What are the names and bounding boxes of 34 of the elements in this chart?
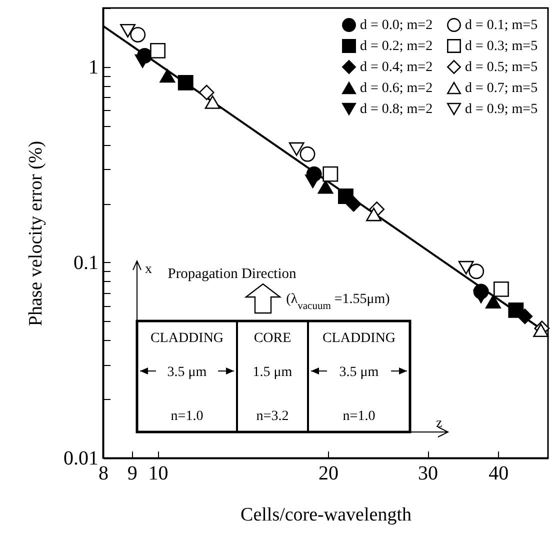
legend-label: d = 0.0; m=2: [360, 18, 433, 34]
y-tick-label: 0.1: [74, 252, 98, 274]
legend-label: d = 0.5; m=5: [465, 60, 538, 75]
annotation: Propagation Direction: [168, 266, 297, 282]
legend-label: d = 0.9; m=5: [465, 102, 538, 117]
annotation: 3.5 μm: [167, 365, 207, 380]
annotation: x: [145, 262, 152, 277]
legend-label: d = 0.4; m=2: [360, 60, 433, 75]
x-tick-label: 8: [98, 462, 108, 484]
x-tick-label: 30: [418, 462, 438, 484]
annotation: (λ$_{vacuum}$ =1.55μm): [286, 292, 390, 312]
legend-label: d = 0.6; m=2: [360, 81, 433, 96]
annotation: CORE: [254, 331, 292, 346]
x-tick-label: 40: [488, 462, 509, 484]
x-axis-title: Cells/core-wavelength: [240, 504, 412, 526]
annotation: z: [436, 416, 442, 431]
legend-label: d = 0.3; m=5: [465, 39, 538, 54]
y-tick-label: 0.01: [64, 448, 98, 470]
y-axis-title: Phase velocity error (%): [26, 140, 46, 326]
x-tick-label: 10: [148, 462, 168, 484]
x-tick-label: 9: [127, 462, 138, 484]
legend-label: d = 0.1; m=5: [465, 18, 538, 34]
legend-label: d = 0.2; m=2: [360, 39, 433, 54]
annotation: CLADDING: [322, 331, 396, 346]
annotation: CLADDING: [150, 331, 224, 346]
x-tick-label: 20: [318, 462, 338, 484]
annotation: n=3.2: [256, 409, 289, 424]
legend-label: d = 0.8; m=2: [360, 102, 433, 117]
legend-label: d = 0.7; m=5: [465, 81, 538, 96]
annotation: 1.5 μm: [252, 365, 292, 380]
annotation: n=1.0: [342, 409, 376, 424]
annotation: 3.5 μm: [339, 365, 379, 380]
annotation: n=1.0: [170, 409, 204, 424]
y-tick-label: 1: [88, 56, 98, 78]
